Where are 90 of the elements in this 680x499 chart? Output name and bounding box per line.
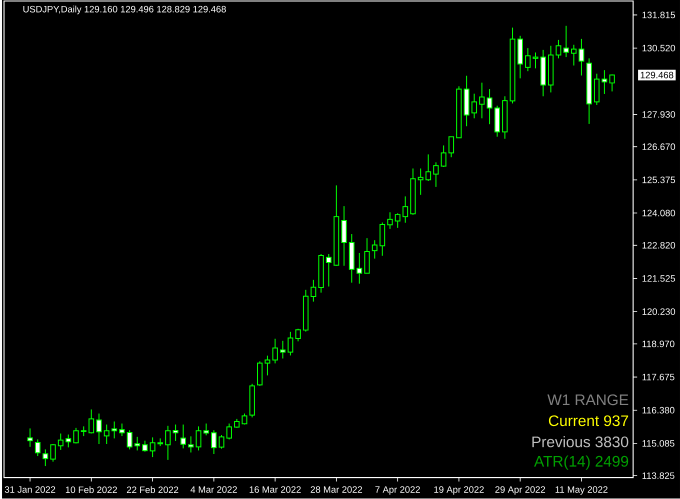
candlestick xyxy=(134,436,140,451)
candlestick xyxy=(448,136,454,158)
candlestick xyxy=(218,434,224,450)
candlestick xyxy=(295,328,301,342)
x-tick-label: 28 Mar 2022 xyxy=(310,486,362,493)
candlestick xyxy=(58,432,64,450)
candlestick xyxy=(433,162,439,188)
candlestick xyxy=(288,331,294,356)
candlestick xyxy=(609,74,615,92)
candlestick xyxy=(402,196,408,224)
candlestick xyxy=(119,422,125,437)
y-tick-label: 115.085 xyxy=(642,440,674,447)
candlestick xyxy=(563,25,569,58)
candlestick xyxy=(203,422,209,436)
candlestick xyxy=(42,448,48,466)
candlestick xyxy=(80,426,86,437)
x-tick-label: 11 May 2022 xyxy=(556,486,608,495)
y-tick-label: 125.375 xyxy=(642,176,676,184)
y-tick-label: 131.815 xyxy=(642,12,676,18)
candlestick xyxy=(111,420,118,439)
annotation: Current 937 xyxy=(548,415,628,426)
candlestick xyxy=(418,168,424,196)
candlestick xyxy=(394,212,400,228)
x-tick-label: 19 Apr 2022 xyxy=(434,486,484,495)
candlestick xyxy=(264,355,270,376)
candlestick xyxy=(27,428,33,448)
x-tick-label: 10 Feb 2022 xyxy=(66,486,117,494)
candlestick xyxy=(88,408,94,434)
candlestick xyxy=(479,82,485,119)
y-tick-label: 127.930 xyxy=(642,111,676,118)
candlestick xyxy=(226,422,232,440)
candlestick xyxy=(570,44,577,66)
text: 129.468 xyxy=(640,72,674,78)
y-tick-label: 116.380 xyxy=(642,406,674,414)
candlestick xyxy=(272,338,278,364)
candlestick xyxy=(34,438,41,457)
candlestick xyxy=(196,426,202,451)
x-tick-label: 4 Mar 2022 xyxy=(190,486,237,493)
candlestick xyxy=(578,38,584,76)
annotation: W1 RANGE xyxy=(547,394,628,406)
y-tick-label: 113.825 xyxy=(642,472,674,479)
candlestick xyxy=(364,238,370,274)
candlestick xyxy=(150,436,156,458)
x-tick-label: 29 Apr 2022 xyxy=(495,486,546,495)
candlestick xyxy=(188,436,194,453)
candlestick xyxy=(356,252,362,284)
candlestick xyxy=(66,434,72,448)
candlestick xyxy=(532,52,538,69)
candlestick xyxy=(594,73,600,106)
annotation: Previous 3830 xyxy=(532,436,628,448)
candlestick xyxy=(257,360,263,386)
y-tick-label: 117.675 xyxy=(642,374,674,380)
y-tick-label: 121.525 xyxy=(642,275,676,282)
candlestick xyxy=(525,48,531,72)
candlestick xyxy=(50,443,56,462)
candlestick xyxy=(211,430,217,454)
x-tick-label: 16 Mar 2022 xyxy=(250,486,301,493)
annotation: ATR(14) 2499 xyxy=(534,455,628,470)
candlestick xyxy=(142,440,148,452)
x-tick-label: 31 Jan 2022 xyxy=(4,486,56,493)
y-tick-label: 120.230 xyxy=(642,308,676,315)
chart-title: USDJPY,Daily 129.160 129.496 128.829 129.468 xyxy=(23,6,226,14)
y-tick-label: 118.970 xyxy=(642,340,674,348)
candlestick xyxy=(494,105,500,138)
candlestick xyxy=(73,427,79,444)
candlestick xyxy=(602,70,608,94)
candlestick xyxy=(425,154,432,182)
candlestick xyxy=(326,253,332,287)
candlestick xyxy=(556,39,562,59)
candlestick xyxy=(96,413,102,444)
candlestick xyxy=(165,425,171,460)
candlestick xyxy=(172,424,178,442)
candlestick xyxy=(310,279,316,302)
candlestick xyxy=(380,222,386,256)
y-tick-label: 126.670 xyxy=(642,143,676,150)
candlestick xyxy=(440,144,446,168)
x-tick-label: 22 Feb 2022 xyxy=(126,486,178,494)
candlestick xyxy=(471,93,478,119)
candlestick xyxy=(104,424,110,444)
x-tick-label: 7 Apr 2022 xyxy=(375,486,420,495)
candlestick xyxy=(387,212,393,230)
candlestick xyxy=(486,88,492,125)
candlestick xyxy=(126,430,132,450)
candlestick xyxy=(372,240,378,260)
y-tick-label: 130.520 xyxy=(642,44,676,52)
candlestick xyxy=(180,424,186,449)
y-tick-label: 122.820 xyxy=(642,242,676,249)
candlestick xyxy=(280,340,286,359)
y-tick-label: 124.080 xyxy=(642,210,676,216)
candlestick xyxy=(341,206,347,266)
